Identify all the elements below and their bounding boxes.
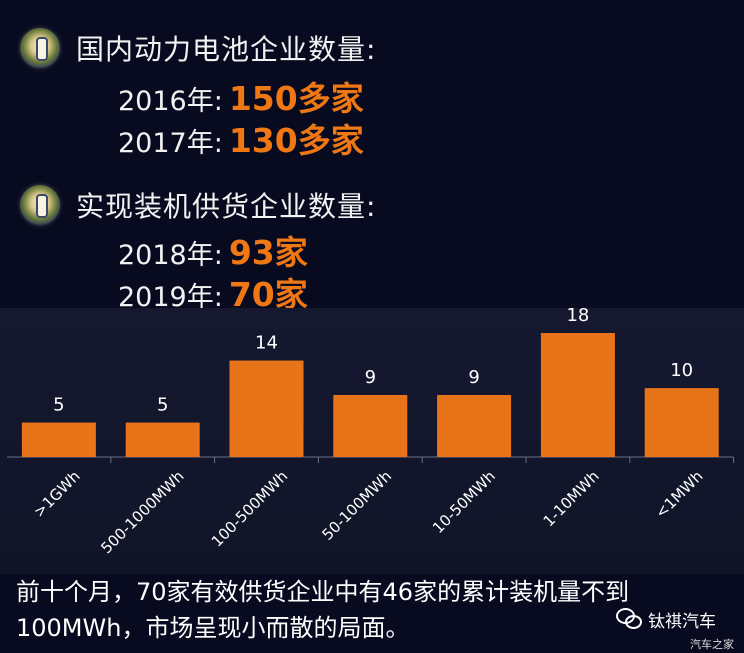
bar-value-label: 9 (468, 367, 479, 388)
stat-row-2016: 2016年: 150多家 (118, 72, 364, 118)
caption: 前十个月，70家有效供货企业中有46家的累计装机量不到 100MWh，市场呈现小… (16, 574, 636, 646)
supply-heading: 实现装机供货企业数量: (20, 183, 376, 227)
bar-value-label: 18 (566, 308, 589, 326)
bar-value-label: 9 (365, 367, 376, 388)
domestic-heading: 国内动力电池企业数量: (20, 26, 376, 70)
caption-line-2: 100MWh，市场呈现小而散的局面。 (16, 614, 410, 642)
bar-chart: 5 >1GWh 5 500-1000MWh 14 100-500MWh 9 50-100MWh… (7, 308, 735, 557)
supply-heading-text: 实现装机供货企业数量: (76, 190, 377, 223)
stat-year: 2019年: (118, 282, 223, 313)
watermark: 汽车之家 (690, 638, 734, 651)
x-tick-label: 10-50MWh (429, 467, 499, 537)
stat-value: 70家 (228, 275, 308, 314)
stat-row-2018: 2018年: 93家 (118, 226, 308, 272)
x-tick-label: 500-1000MWh (97, 467, 187, 557)
bar (437, 395, 512, 457)
x-tick-label: 100-500MWh (208, 467, 291, 550)
bar-value-label: 5 (53, 395, 64, 416)
x-tick-label: 1-10MWh (540, 467, 603, 530)
stat-value: 150多家 (228, 79, 364, 118)
bar (21, 422, 96, 457)
bar (333, 395, 408, 457)
bar (125, 422, 200, 457)
bar (644, 388, 719, 457)
stat-value: 130多家 (228, 121, 364, 160)
caption-line-1: 前十个月，70家有效供货企业中有46家的累计装机量不到 (16, 578, 630, 606)
bar-value-label: 5 (157, 395, 168, 416)
domestic-heading-text: 国内动力电池企业数量: (76, 33, 377, 66)
bar-value-label: 10 (670, 360, 693, 381)
x-tick-label: >1GWh (30, 467, 84, 521)
wechat-icon (616, 608, 642, 630)
account-badge: 钛祺汽车 (616, 604, 716, 634)
stat-row-2017: 2017年: 130多家 (118, 114, 364, 160)
stat-year: 2018年: (118, 240, 223, 271)
stats-panel: 国内动力电池企业数量: 2016年: 150多家 2017年: 130多家 实现… (0, 0, 744, 314)
bar-value-label: 14 (255, 333, 278, 354)
stat-year: 2017年: (118, 128, 223, 159)
x-tick-label: 50-100MWh (318, 467, 395, 544)
stat-row-2019: 2019年: 70家 (118, 268, 308, 314)
x-tick-label: <1MWh (652, 467, 707, 522)
bar (540, 333, 615, 457)
bullet-icon (20, 28, 60, 68)
stat-value: 93家 (228, 233, 308, 272)
bar (229, 360, 304, 457)
stat-year: 2016年: (118, 86, 223, 117)
bullet-icon (20, 185, 60, 225)
account-name: 钛祺汽车 (648, 611, 716, 632)
bar-chart-panel: 5 >1GWh 5 500-1000MWh 14 100-500MWh 9 50-100MWh… (0, 308, 744, 574)
